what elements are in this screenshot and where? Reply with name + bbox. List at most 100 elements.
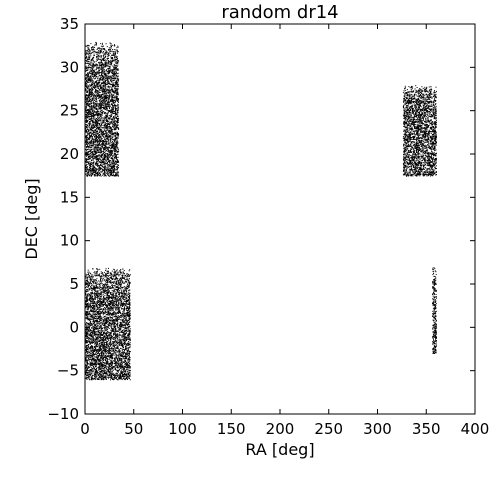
- data-point: [117, 98, 119, 99]
- data-point: [99, 173, 101, 175]
- data-point: [106, 46, 108, 48]
- data-point: [415, 112, 416, 114]
- data-point: [109, 152, 111, 154]
- data-point: [108, 152, 110, 154]
- data-point: [110, 151, 112, 153]
- data-point: [107, 75, 108, 77]
- data-point: [420, 164, 422, 166]
- data-point: [102, 120, 104, 122]
- data-point: [420, 144, 422, 146]
- data-point: [102, 59, 104, 61]
- data-point: [97, 174, 99, 176]
- data-point: [418, 89, 420, 91]
- data-point: [90, 174, 92, 176]
- data-point: [90, 170, 91, 172]
- data-point: [419, 95, 421, 97]
- data-point: [89, 135, 91, 137]
- data-point: [86, 147, 88, 149]
- data-point: [92, 170, 94, 172]
- data-point: [89, 175, 91, 177]
- data-point: [96, 172, 98, 174]
- data-point: [90, 119, 92, 121]
- data-point: [404, 151, 406, 153]
- data-point: [115, 150, 117, 152]
- data-point: [106, 150, 108, 151]
- data-point: [86, 140, 87, 142]
- data-point: [111, 75, 113, 77]
- data-point: [95, 131, 97, 132]
- data-point: [100, 87, 102, 89]
- data-point: [114, 112, 116, 114]
- data-point: [113, 165, 115, 167]
- data-point: [100, 136, 102, 138]
- data-point: [103, 172, 105, 174]
- data-point: [89, 96, 91, 98]
- data-point: [91, 92, 93, 94]
- data-point: [88, 88, 90, 90]
- data-point: [113, 101, 115, 103]
- data-point: [111, 142, 113, 143]
- data-point: [115, 113, 117, 115]
- data-point: [87, 121, 89, 122]
- data-point: [429, 164, 431, 166]
- data-point: [116, 72, 117, 74]
- data-point: [101, 124, 102, 125]
- data-point: [103, 72, 105, 74]
- data-point: [102, 158, 104, 160]
- data-point: [101, 114, 103, 116]
- data-point: [85, 79, 87, 80]
- data-point: [105, 43, 107, 45]
- data-point: [90, 77, 92, 79]
- data-point: [428, 124, 430, 126]
- data-point: [421, 160, 423, 161]
- data-point: [97, 165, 99, 166]
- data-point: [85, 137, 87, 139]
- data-point: [89, 72, 90, 74]
- data-point: [106, 118, 108, 120]
- data-point: [101, 118, 103, 120]
- data-point: [115, 78, 117, 79]
- data-point: [115, 172, 117, 174]
- data-point: [110, 96, 112, 98]
- data-point: [87, 146, 89, 148]
- data-point: [434, 116, 436, 118]
- data-point: [424, 144, 426, 146]
- data-point: [100, 174, 101, 176]
- data-point: [89, 172, 91, 174]
- data-point: [116, 160, 118, 162]
- data-point: [404, 162, 406, 164]
- data-point: [105, 74, 106, 75]
- data-point: [87, 77, 89, 79]
- data-point: [96, 161, 98, 162]
- data-point: [108, 101, 110, 103]
- data-point: [106, 128, 108, 129]
- data-point: [404, 154, 406, 156]
- data-point: [86, 139, 88, 141]
- data-point: [109, 110, 111, 112]
- data-point: [427, 90, 429, 92]
- data-point: [97, 111, 99, 112]
- data-point: [104, 163, 106, 165]
- data-point: [416, 162, 418, 164]
- data-point: [91, 92, 93, 93]
- data-point: [98, 114, 100, 116]
- data-point: [416, 114, 417, 116]
- data-point: [110, 148, 112, 150]
- data-point: [96, 104, 98, 106]
- data-point: [411, 96, 413, 98]
- data-point: [93, 109, 95, 111]
- data-point: [102, 103, 104, 105]
- data-point: [93, 171, 95, 172]
- data-point: [91, 72, 93, 74]
- data-point: [96, 142, 98, 144]
- data-point: [88, 125, 90, 127]
- data-point: [92, 145, 93, 147]
- data-point: [86, 150, 88, 152]
- data-point: [85, 68, 87, 70]
- data-point: [92, 49, 94, 51]
- data-point: [95, 144, 97, 146]
- data-point: [90, 52, 92, 54]
- data-point: [116, 146, 118, 148]
- data-point: [102, 78, 104, 79]
- data-point: [85, 135, 87, 137]
